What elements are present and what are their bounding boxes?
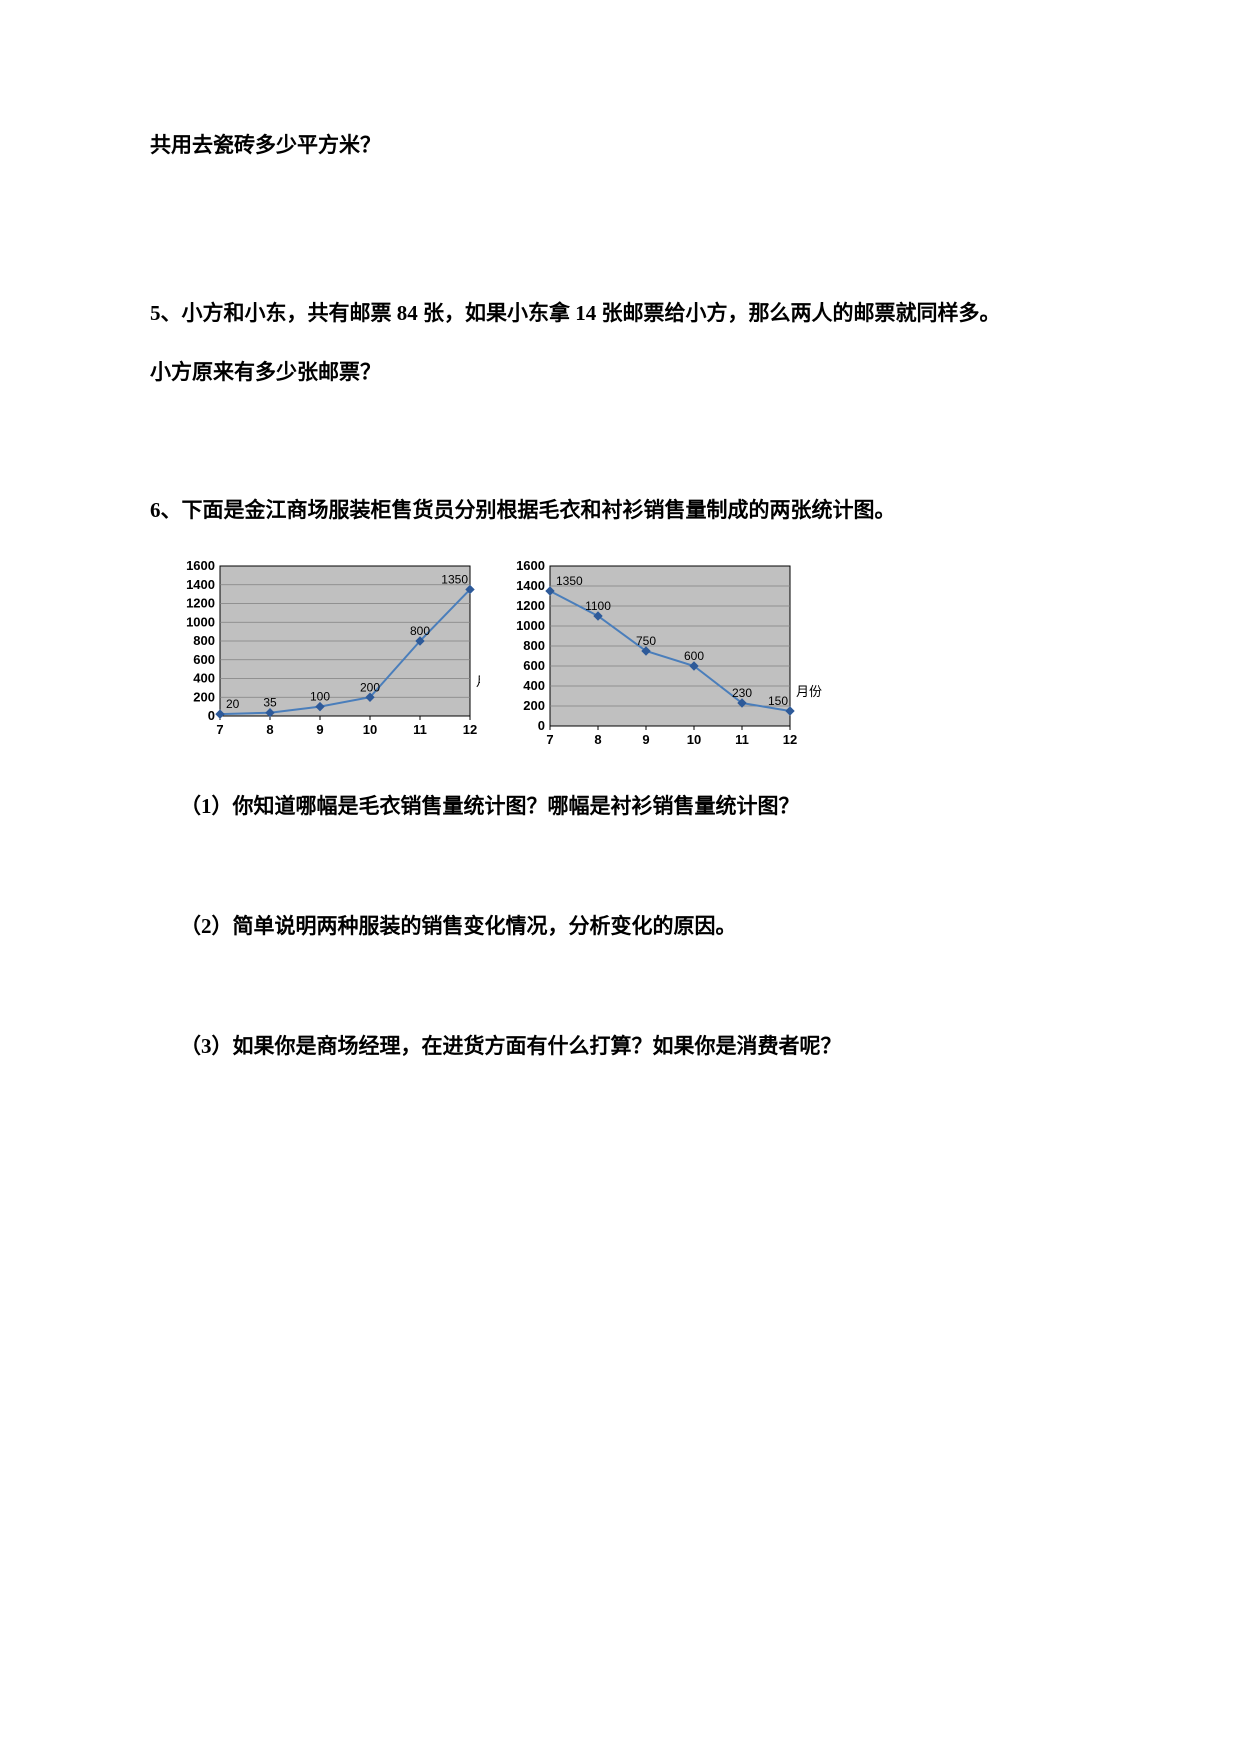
svg-text:12: 12 [463, 722, 477, 736]
svg-text:8: 8 [594, 732, 601, 746]
spacer [150, 839, 1110, 901]
q6-intro: 6、下面是金江商场服装柜售货员分别根据毛衣和衬衫销售量制成的两张统计图。 [150, 485, 1110, 535]
svg-text:9: 9 [642, 732, 649, 746]
svg-text:12: 12 [783, 732, 797, 746]
svg-text:800: 800 [523, 638, 545, 653]
svg-text:35: 35 [263, 695, 277, 709]
svg-text:1000: 1000 [186, 614, 215, 629]
chart-right: 0 200 400 600 800 1000 1200 1400 1600 7 8 9 10 11 12 13… [510, 556, 830, 751]
q6-sub3: （3）如果你是商场经理，在进货方面有什么打算？如果你是消费者呢？ [180, 1021, 1110, 1071]
q6-sub1: （1）你知道哪幅是毛衣销售量统计图？哪幅是衬衫销售量统计图？ [180, 781, 1110, 831]
svg-text:600: 600 [684, 649, 704, 663]
spacer [150, 405, 1110, 485]
svg-text:400: 400 [523, 678, 545, 693]
svg-text:150: 150 [768, 694, 788, 708]
svg-text:月份: 月份 [796, 684, 822, 699]
svg-text:7: 7 [546, 732, 553, 746]
svg-text:400: 400 [193, 670, 215, 685]
svg-text:1600: 1600 [186, 558, 215, 573]
svg-text:200: 200 [523, 698, 545, 713]
svg-text:8: 8 [266, 722, 273, 736]
charts-container: 0200400600800100012001400160078910111220… [180, 556, 1110, 751]
svg-text:10: 10 [363, 722, 377, 736]
svg-text:600: 600 [193, 651, 215, 666]
svg-text:11: 11 [735, 732, 749, 746]
spacer [150, 959, 1110, 1021]
svg-text:230: 230 [732, 686, 752, 700]
svg-text:10: 10 [687, 732, 701, 746]
svg-text:1100: 1100 [585, 599, 611, 613]
q4-continued: 共用去瓷砖多少平方米？ [150, 120, 1110, 170]
svg-text:20: 20 [226, 697, 240, 711]
spacer [150, 178, 1110, 288]
svg-text:200: 200 [193, 689, 215, 704]
svg-text:750: 750 [636, 634, 656, 648]
svg-text:1350: 1350 [556, 574, 583, 588]
svg-text:1000: 1000 [516, 618, 545, 633]
svg-text:800: 800 [193, 633, 215, 648]
chart-right-svg: 0 200 400 600 800 1000 1200 1400 1600 7 8 9 10 11 12 13… [510, 556, 830, 746]
svg-text:100: 100 [310, 689, 330, 703]
q5-line2: 小方原来有多少张邮票？ [150, 347, 1110, 397]
svg-text:月份: 月份 [476, 674, 480, 689]
svg-text:600: 600 [523, 658, 545, 673]
svg-text:1200: 1200 [516, 598, 545, 613]
svg-text:1600: 1600 [516, 558, 545, 573]
svg-text:800: 800 [410, 624, 430, 638]
page-content: 共用去瓷砖多少平方米？ 5、小方和小东，共有邮票 84 张，如果小东拿 14 张… [0, 0, 1240, 1072]
chart-left-svg: 0 200 400 600 800 1000 1200 1400 1600 7 8 9 10 11 12 20… [180, 556, 480, 736]
svg-text:0: 0 [208, 708, 215, 723]
svg-text:1200: 1200 [186, 595, 215, 610]
svg-text:0: 0 [538, 718, 545, 733]
svg-text:1350: 1350 [441, 572, 468, 586]
q6-sub2: （2）简单说明两种服装的销售变化情况，分析变化的原因。 [180, 901, 1110, 951]
svg-text:1400: 1400 [516, 578, 545, 593]
svg-text:200: 200 [360, 680, 380, 694]
svg-text:7: 7 [216, 722, 223, 736]
svg-text:9: 9 [316, 722, 323, 736]
svg-text:11: 11 [413, 722, 427, 736]
chart-left: 0 200 400 600 800 1000 1200 1400 1600 7 8 9 10 11 12 20… [180, 556, 480, 751]
svg-text:1400: 1400 [186, 576, 215, 591]
q5-line1: 5、小方和小东，共有邮票 84 张，如果小东拿 14 张邮票给小方，那么两人的邮… [150, 288, 1110, 338]
